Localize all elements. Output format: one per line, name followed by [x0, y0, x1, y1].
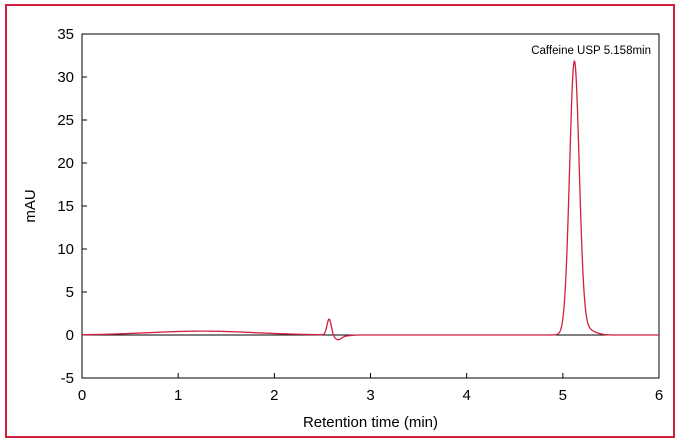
x-tick-label: 6 [655, 387, 663, 404]
y-tick-label: 10 [57, 241, 74, 258]
y-tick-label: 0 [66, 327, 74, 344]
y-tick-label: 30 [57, 69, 74, 86]
y-tick-label: 20 [57, 155, 74, 172]
y-tick-label: -5 [61, 370, 74, 387]
chromatogram-trace [81, 60, 660, 341]
peak-annotation: Caffeine USP 5.158min [531, 45, 651, 57]
y-tick-label: 35 [57, 26, 74, 43]
x-axis-title: Retention time (min) [303, 414, 438, 431]
y-tick-label: 5 [66, 284, 74, 301]
x-tick-label: 5 [559, 387, 567, 404]
x-tick-label: 0 [78, 387, 86, 404]
y-axis-title: mAU [22, 189, 39, 222]
x-axis-ticks: 0 1 2 3 4 5 6 [78, 373, 663, 404]
x-tick-label: 4 [462, 387, 470, 404]
y-tick-label: 15 [57, 198, 74, 215]
x-tick-label: 2 [270, 387, 278, 404]
y-tick-label: 25 [57, 112, 74, 129]
x-tick-label: 1 [174, 387, 182, 404]
y-axis-ticks: -5 0 5 10 15 20 25 30 35 [57, 26, 87, 387]
x-tick-label: 3 [366, 387, 374, 404]
